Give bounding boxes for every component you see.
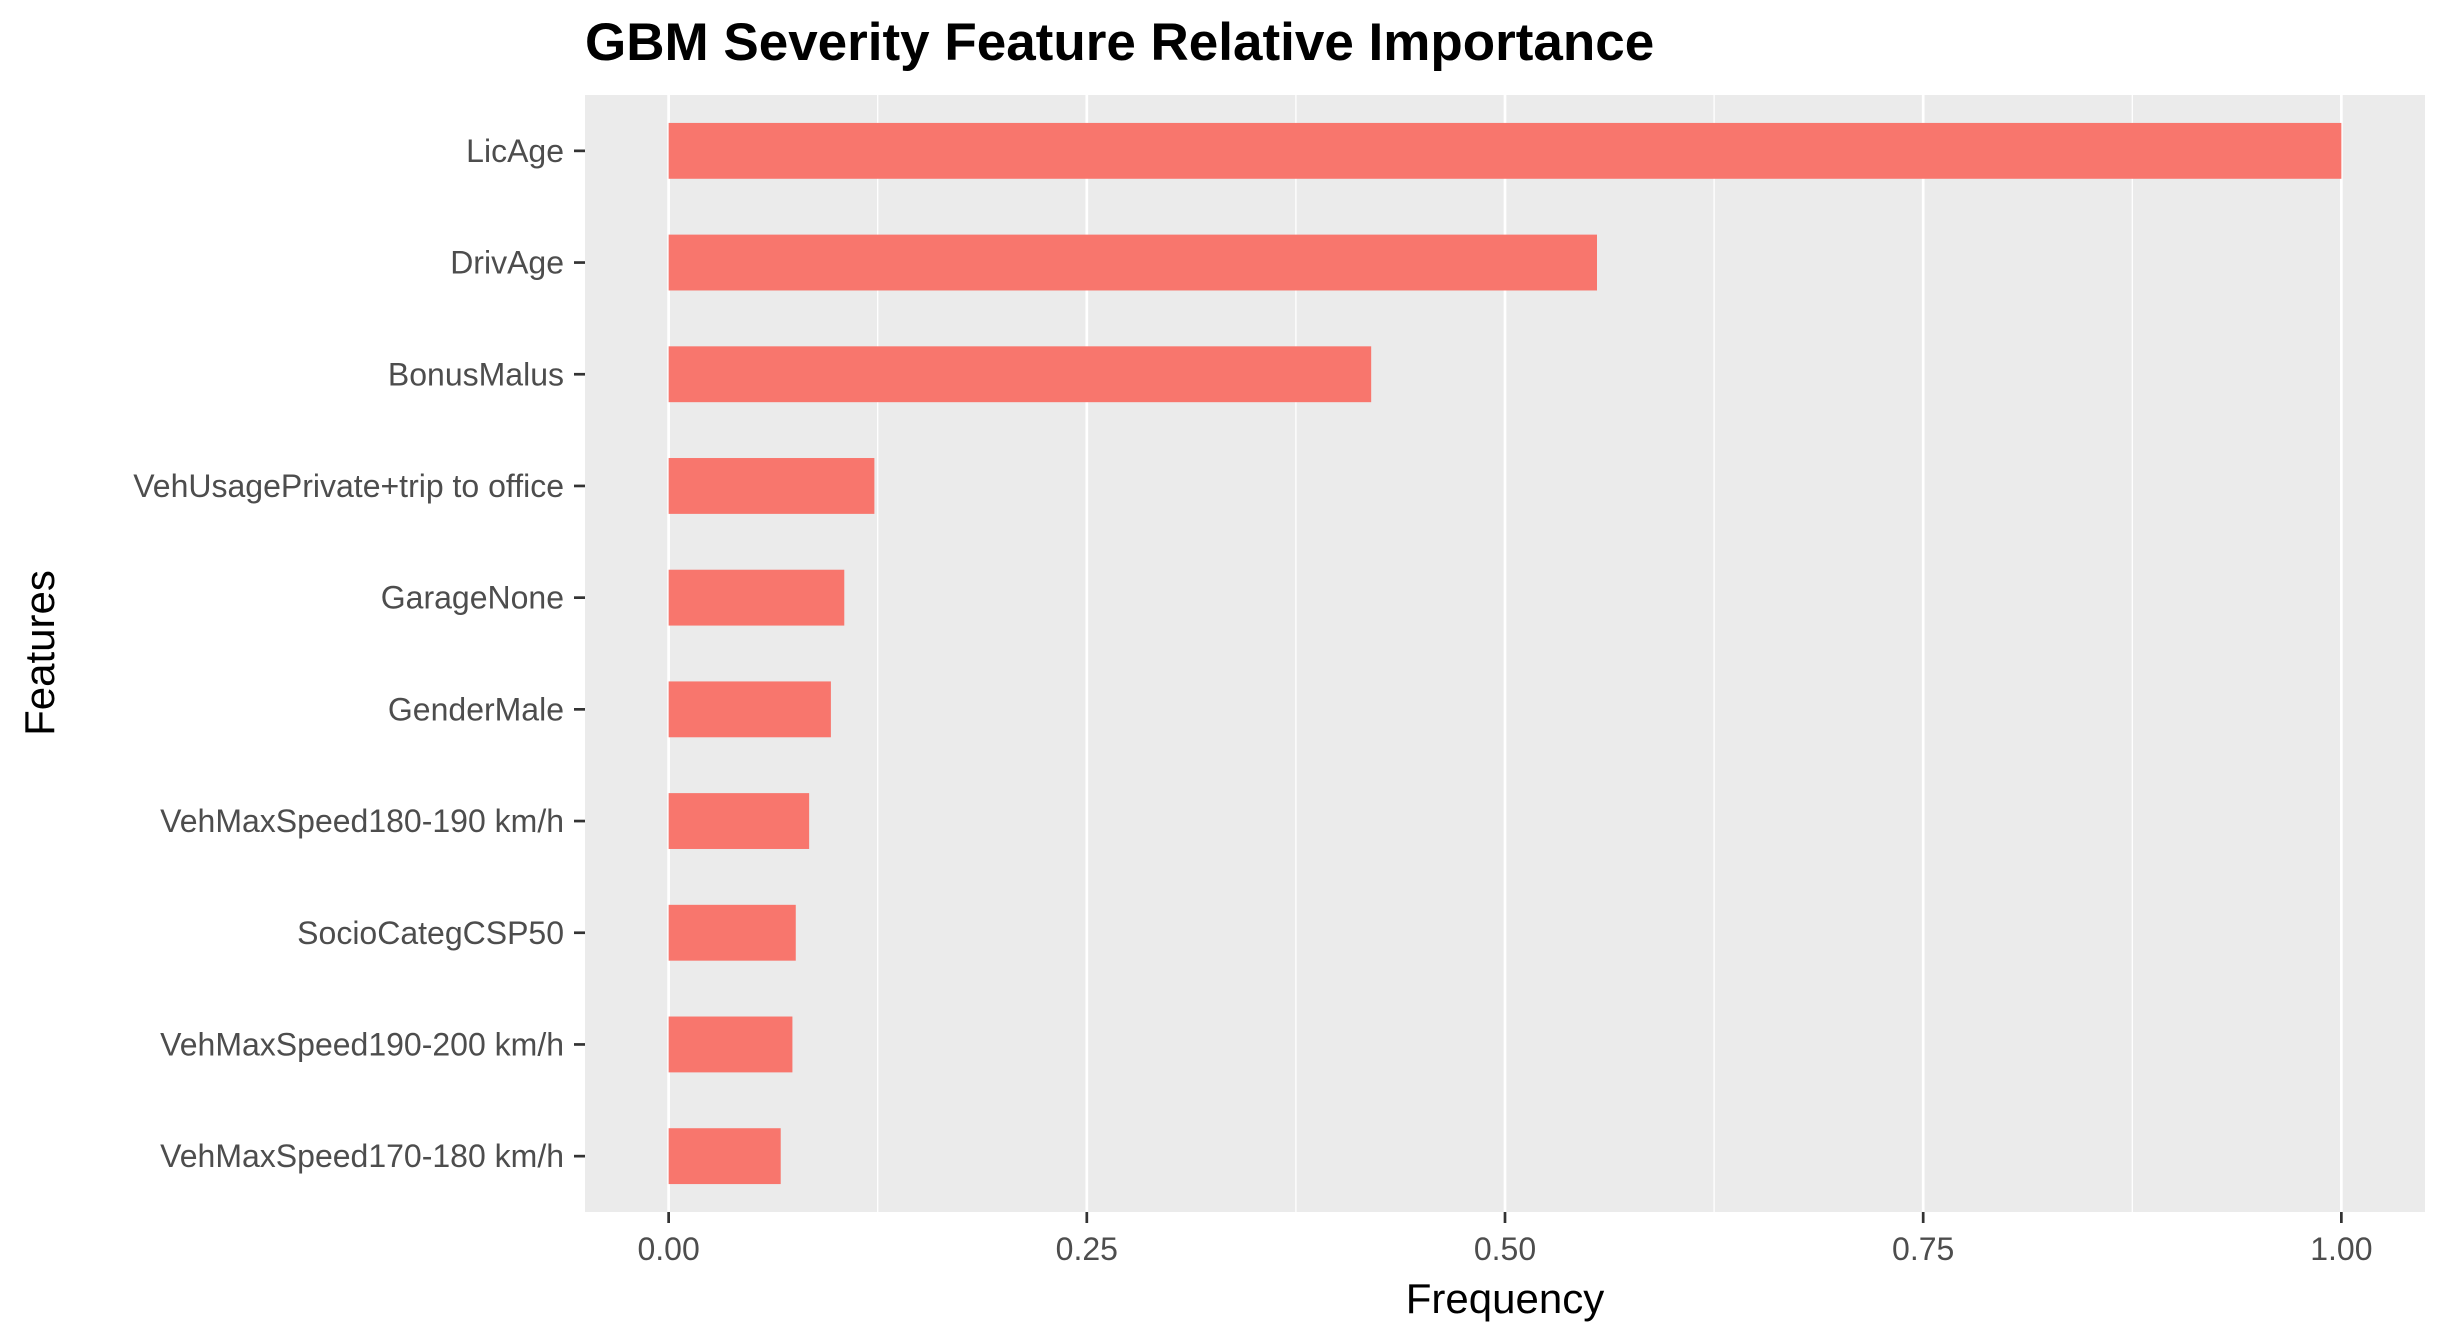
x-axis-title: Frequency	[1406, 1275, 1604, 1322]
y-tick-label: VehMaxSpeed170-180 km/h	[160, 1138, 564, 1174]
bar	[668, 569, 845, 626]
bar	[668, 1128, 781, 1185]
y-tick-label: SocioCategCSP50	[297, 915, 564, 951]
bar	[668, 1016, 793, 1073]
y-tick-label: VehUsagePrivate+trip to office	[133, 468, 564, 504]
y-tick-label: DrivAge	[450, 245, 564, 281]
bar	[668, 346, 1372, 403]
bar	[668, 904, 796, 961]
bar	[668, 122, 2342, 179]
bars-layer	[668, 122, 2342, 1185]
y-tick-label: BonusMalus	[388, 356, 564, 392]
y-tick-label: GenderMale	[388, 691, 564, 727]
x-tick-label: 0.00	[637, 1231, 699, 1267]
x-tick-label: 0.75	[1892, 1231, 1954, 1267]
y-tick-label: VehMaxSpeed190-200 km/h	[160, 1026, 564, 1062]
bar	[668, 793, 810, 849]
y-axis-title: Features	[16, 570, 63, 736]
y-tick-label: VehMaxSpeed180-190 km/h	[160, 803, 564, 839]
y-tick-label: LicAge	[466, 133, 564, 169]
x-tick-label: 0.25	[1056, 1231, 1118, 1267]
x-tick-label: 1.00	[2310, 1231, 2372, 1267]
chart-title: GBM Severity Feature Relative Importance	[585, 13, 1654, 72]
x-axis: 0.00 0.25 0.50 0.75 1.00	[637, 1212, 2373, 1267]
y-tick-label: GarageNone	[381, 580, 564, 616]
bar	[668, 234, 1597, 291]
x-tick-label: 0.50	[1474, 1231, 1536, 1267]
y-axis: LicAge DrivAge BonusMalus VehUsagePrivate+t…	[133, 133, 585, 1174]
bar	[668, 458, 875, 514]
bar	[668, 681, 831, 738]
